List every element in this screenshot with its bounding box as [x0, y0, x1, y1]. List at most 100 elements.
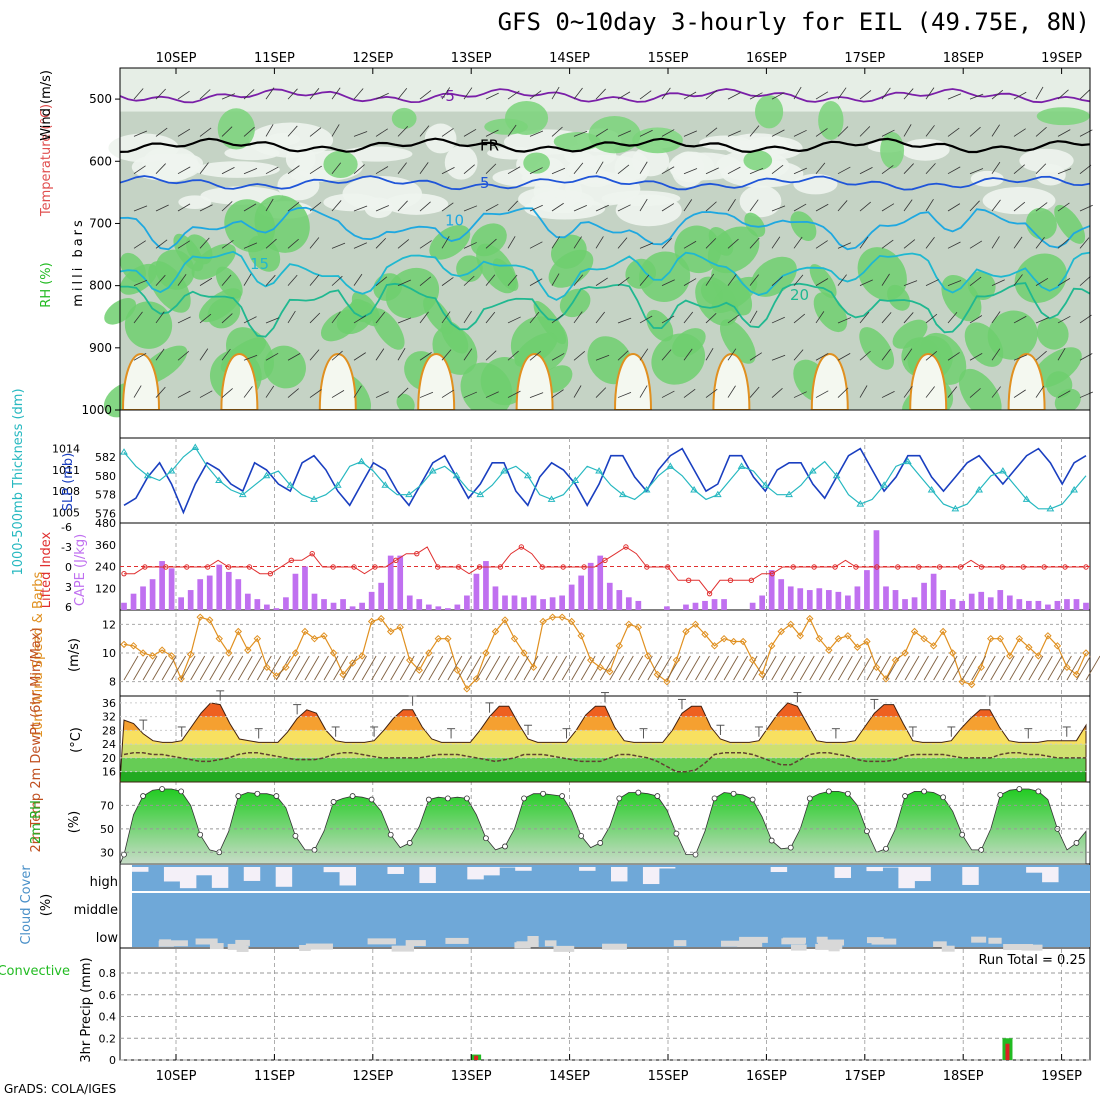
upper-barb — [683, 130, 698, 137]
slp-tick: 1005 — [52, 506, 80, 519]
li-marker — [748, 577, 755, 584]
upper-barb — [617, 277, 630, 286]
upper-barb — [903, 199, 913, 212]
upper-barb — [265, 87, 275, 100]
wind-barb — [876, 655, 891, 681]
cape-bar — [883, 586, 889, 610]
precip-label: Total / Rain Convective — [0, 964, 70, 979]
rh-marker — [273, 793, 280, 799]
thickness-marker — [357, 457, 366, 465]
rh-patch-dry — [982, 186, 1056, 215]
wind-barb — [761, 655, 777, 681]
wind-marker — [415, 666, 423, 674]
upper-barb — [859, 350, 871, 361]
isotherm-line — [119, 250, 1091, 301]
cape-bar — [502, 595, 508, 610]
rh-tick: 70 — [100, 799, 114, 812]
cape-bar — [606, 582, 613, 610]
li-marker — [560, 564, 566, 570]
upper-barb — [485, 350, 497, 361]
cape-bar — [244, 593, 251, 610]
wind-barb — [1076, 655, 1091, 681]
upper-barb — [661, 87, 671, 100]
upper-barb — [639, 242, 654, 249]
upper-barb — [815, 91, 829, 100]
wind-barb — [285, 655, 301, 681]
upper-barb — [551, 236, 560, 249]
cape-bar — [959, 600, 966, 610]
upper-barb — [441, 236, 450, 249]
upper-barb — [397, 200, 408, 212]
upper-barb — [661, 166, 675, 175]
wind-marker — [453, 666, 462, 674]
upper-barb — [837, 126, 849, 137]
wind-marker — [177, 675, 185, 683]
upper-barb — [881, 348, 891, 361]
thickness-line — [123, 446, 1087, 510]
high-cloud-gap — [658, 867, 676, 869]
chart-title: GFS 0~10day 3-hourly for EIL (49.75E, 8N… — [497, 8, 1090, 36]
wind-marker — [1044, 632, 1052, 640]
upper-barb — [859, 126, 871, 137]
upper-barb — [353, 131, 368, 137]
wind-barb — [809, 655, 825, 681]
upper-barb — [661, 203, 675, 212]
top-date-label: 11SEP — [254, 51, 295, 66]
wind-barb — [152, 655, 167, 681]
wind-barb — [1037, 655, 1053, 681]
wind-marker — [787, 620, 795, 629]
upper-barb — [705, 273, 715, 286]
wind-marker — [815, 634, 824, 643]
rh-marker — [197, 831, 204, 838]
high-cloud-gap — [243, 867, 261, 881]
thickness-marker — [951, 504, 960, 512]
rh-patch-moist — [1054, 388, 1081, 413]
upper-barb — [133, 311, 143, 324]
upper-barb — [485, 92, 499, 100]
isotherm-line — [119, 175, 1091, 191]
wind-barb — [142, 655, 158, 681]
upper-barb — [375, 128, 388, 137]
upper-barb — [243, 168, 258, 175]
cape-bar — [1016, 599, 1023, 610]
wind-marker — [234, 627, 243, 636]
top-date-label: 18SEP — [943, 51, 984, 66]
upper-barb — [375, 348, 385, 361]
temp-tick: 16 — [102, 766, 116, 779]
upper-barb — [133, 130, 148, 137]
wind-marker — [482, 649, 490, 657]
upper-barb — [199, 348, 209, 361]
upper-barb — [815, 162, 826, 174]
wind-barb — [676, 655, 691, 681]
upper-barb — [727, 92, 741, 100]
wind-barb — [1028, 655, 1044, 681]
wind-barb — [647, 655, 663, 681]
upper-barb — [221, 274, 232, 286]
cape-bar — [702, 600, 708, 610]
rh-patch-moist-upper — [1036, 107, 1090, 126]
high-cloud-gap — [499, 867, 516, 868]
temp-tick: 20 — [102, 752, 116, 765]
upper-barb — [573, 274, 584, 286]
upper-barb — [221, 126, 233, 137]
rh-patch-dry — [200, 186, 283, 205]
upper-barb — [375, 205, 390, 212]
wind-marker — [910, 627, 919, 636]
high-cloud-gap — [132, 867, 149, 872]
cape-bar — [902, 599, 908, 610]
wind-barb — [752, 655, 768, 681]
upper-barb — [793, 167, 807, 175]
thickness-marker — [476, 490, 485, 498]
upper-barb — [705, 201, 717, 212]
precip-tick: 0 — [109, 1054, 116, 1067]
li-marker — [1062, 564, 1068, 570]
upper-barb — [661, 349, 672, 361]
cape-bar — [664, 606, 670, 610]
upper-barb — [507, 166, 521, 175]
wind-marker — [558, 613, 566, 621]
wind-barb — [409, 655, 425, 681]
cape-bar — [911, 597, 918, 610]
wind-marker — [129, 642, 138, 650]
cape-bar — [540, 599, 546, 610]
wind-barb — [999, 655, 1015, 681]
